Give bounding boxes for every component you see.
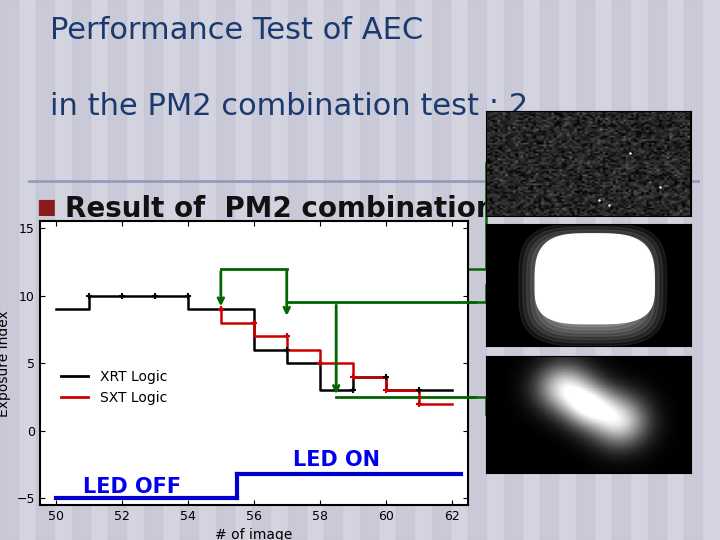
- Y-axis label: Exposure Index: Exposure Index: [0, 310, 11, 416]
- Text: LED OFF: LED OFF: [83, 477, 181, 497]
- Bar: [324, 0, 342, 540]
- Bar: [72, 0, 90, 540]
- Text: Result of  PM2 combination test: Result of PM2 combination test: [65, 195, 567, 224]
- Text: Performance Test of AEC: Performance Test of AEC: [50, 16, 423, 45]
- Bar: [144, 0, 162, 540]
- Bar: [468, 0, 486, 540]
- Polygon shape: [554, 253, 631, 317]
- Bar: [540, 0, 558, 540]
- Bar: [504, 0, 522, 540]
- Polygon shape: [535, 234, 654, 323]
- Text: in the PM2 combination test : 2: in the PM2 combination test : 2: [50, 92, 528, 121]
- Polygon shape: [519, 224, 667, 346]
- Bar: [396, 0, 414, 540]
- Bar: [612, 0, 630, 540]
- Polygon shape: [539, 240, 647, 330]
- Bar: [576, 0, 594, 540]
- Polygon shape: [546, 246, 639, 323]
- Polygon shape: [562, 259, 624, 310]
- Bar: [216, 0, 234, 540]
- Bar: [684, 0, 702, 540]
- Polygon shape: [534, 237, 651, 333]
- Bar: [432, 0, 450, 540]
- Bar: [288, 0, 306, 540]
- Bar: [108, 0, 126, 540]
- Bar: [36, 0, 54, 540]
- Text: LED ON: LED ON: [293, 450, 379, 470]
- Polygon shape: [550, 249, 635, 320]
- Text: ■: ■: [36, 197, 55, 217]
- Polygon shape: [526, 230, 659, 340]
- Polygon shape: [531, 233, 654, 336]
- Bar: [360, 0, 378, 540]
- X-axis label: # of image: # of image: [215, 528, 292, 540]
- Bar: [648, 0, 666, 540]
- Bar: [0, 0, 18, 540]
- Polygon shape: [523, 227, 662, 343]
- Bar: [180, 0, 198, 540]
- Bar: [252, 0, 270, 540]
- Polygon shape: [558, 256, 627, 314]
- Polygon shape: [542, 243, 643, 327]
- Legend: XRT Logic, SXT Logic: XRT Logic, SXT Logic: [55, 364, 173, 410]
